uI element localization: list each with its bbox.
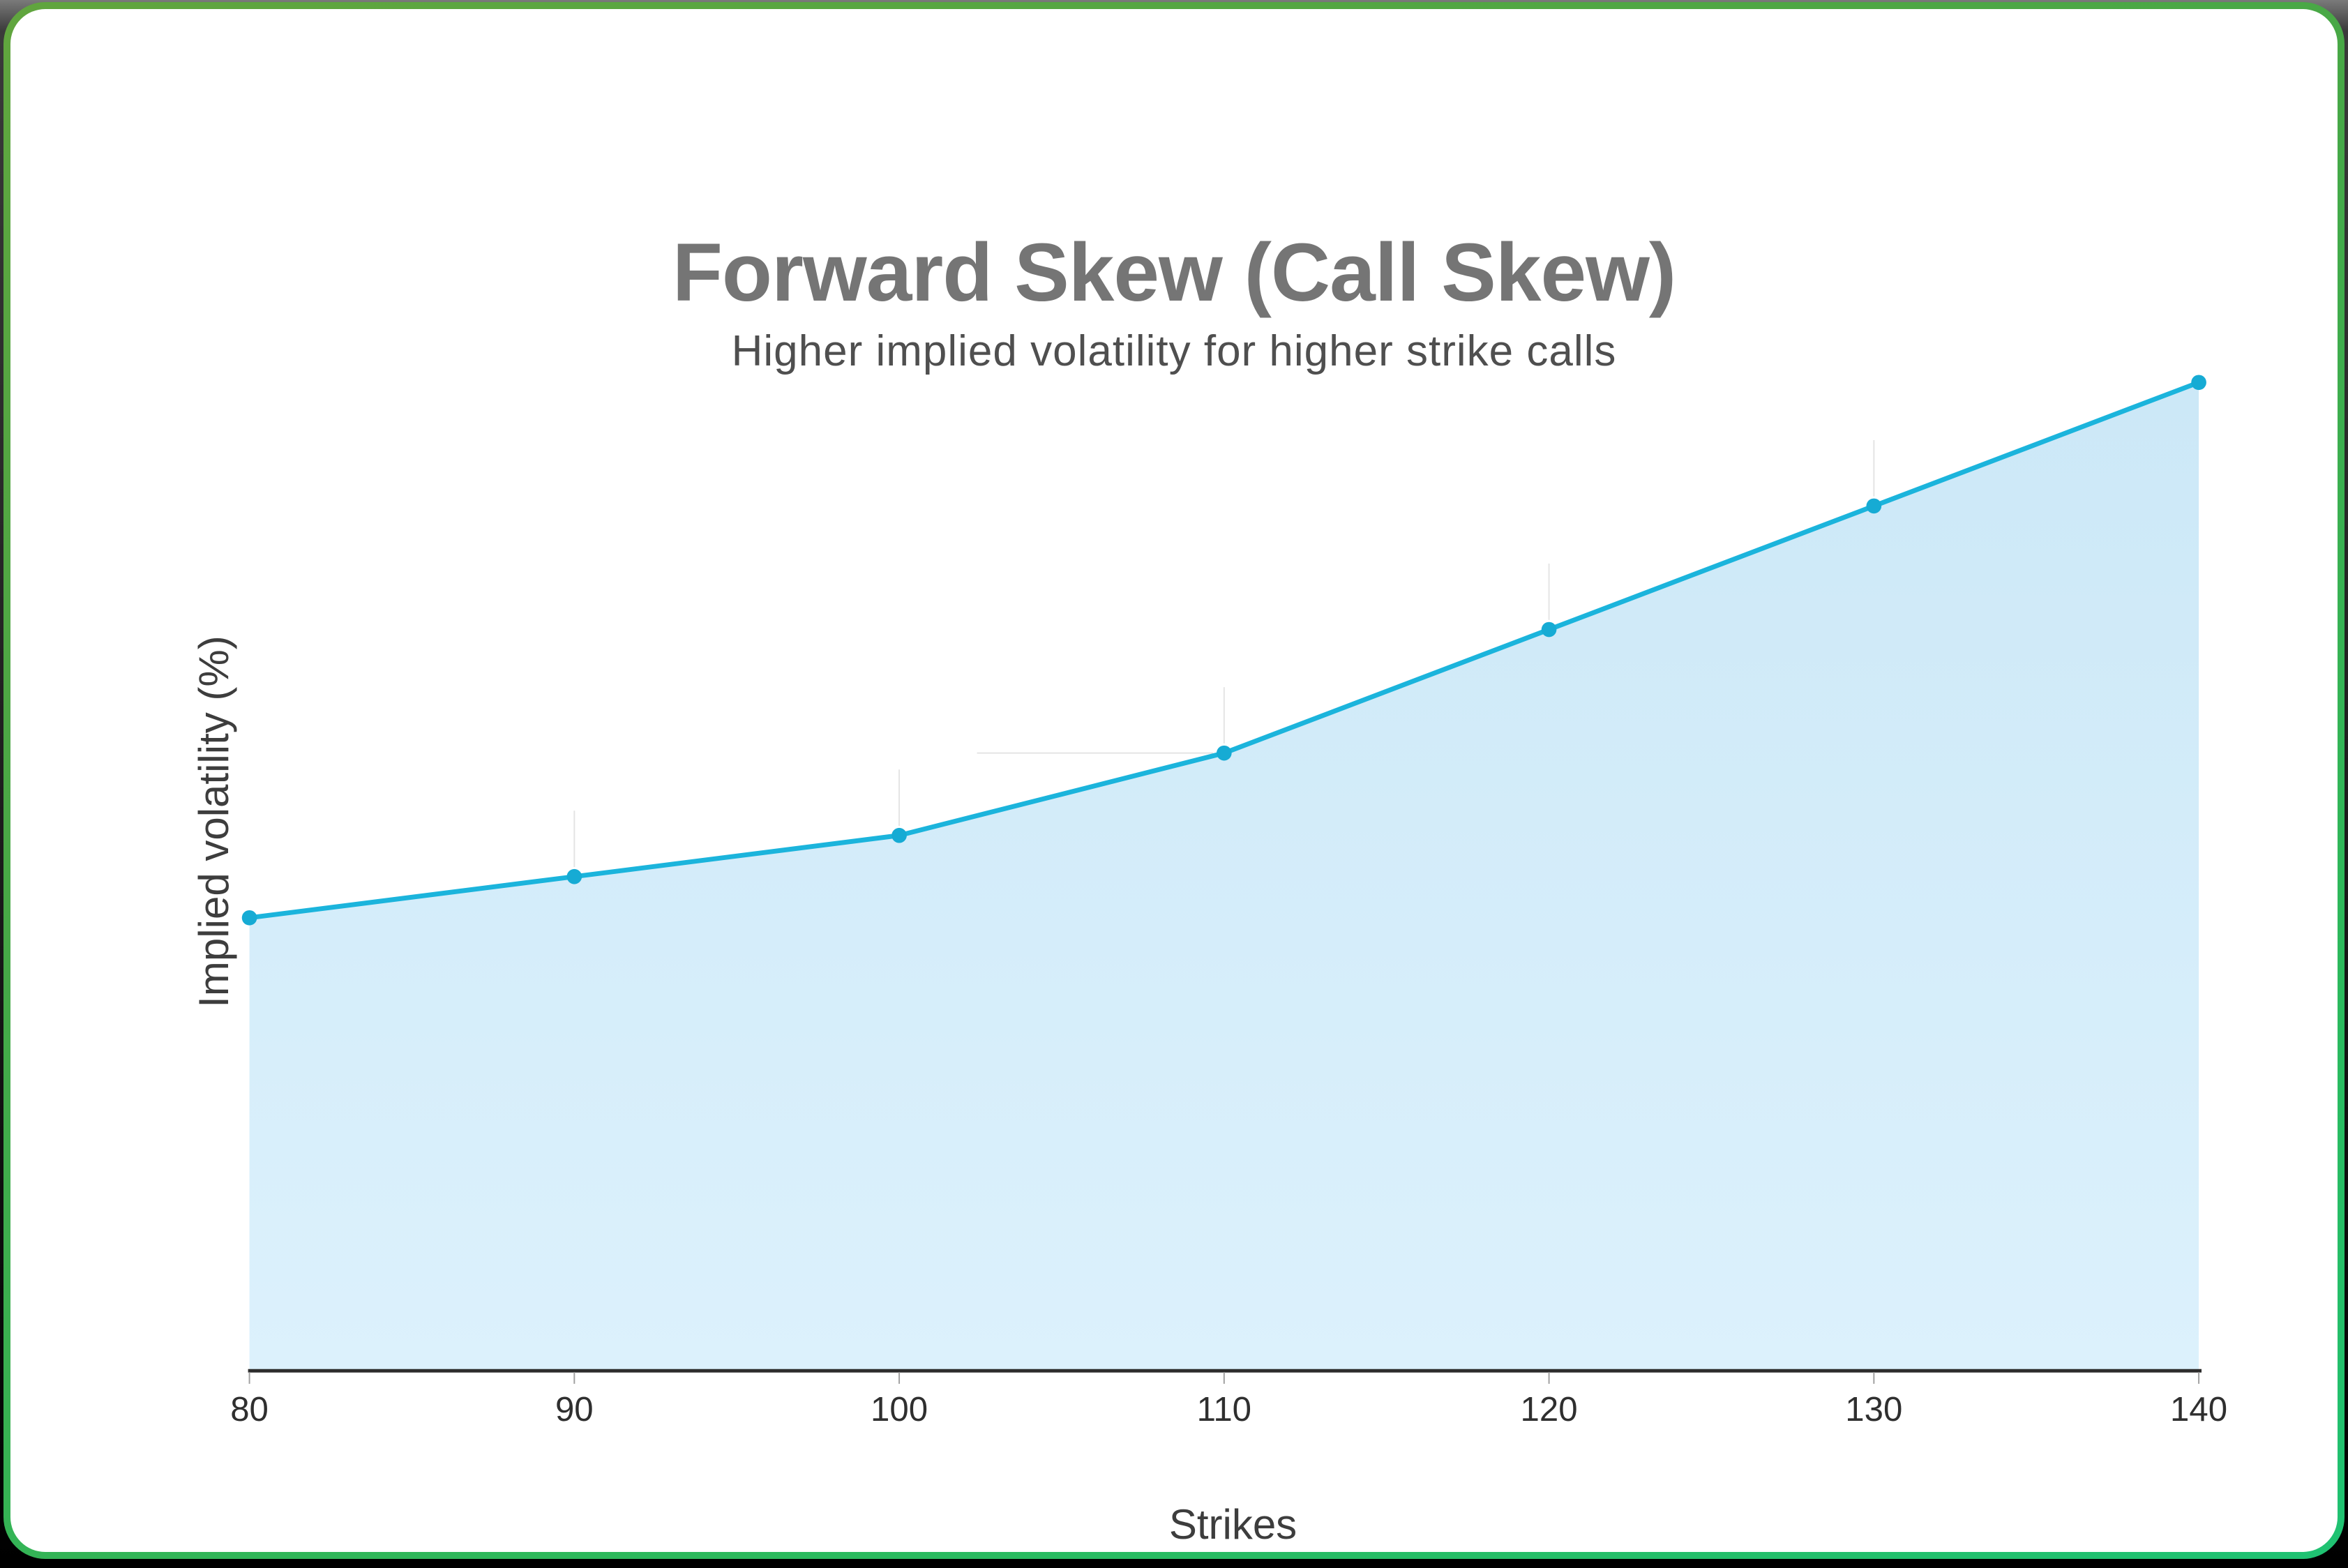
skew-chart: 80 90 100 110 120 130 140 [230,375,2227,1428]
data-point [1217,745,1232,761]
chart-subtitle: Higher implied volatility for higher str… [731,327,1617,375]
x-tick-label: 110 [1197,1390,1251,1428]
x-tick-label: 130 [1845,1390,1902,1428]
data-point [891,827,907,843]
data-point [1541,621,1557,638]
data-point [566,868,582,884]
x-tick-label: 120 [1521,1390,1578,1428]
y-axis-title: Implied volatility (%) [190,635,237,1008]
area-fill [249,382,2199,1371]
data-point [1866,498,1882,514]
chart-card: Forward Skew (Call Skew) Higher implied … [10,9,2338,1552]
x-tick-label: 80 [230,1390,269,1428]
data-point [2191,375,2206,391]
x-tick-label: 90 [555,1390,594,1428]
chart-title: Forward Skew (Call Skew) [672,227,1676,319]
x-tick-label: 140 [2170,1390,2227,1428]
card-border: Forward Skew (Call Skew) Higher implied … [3,2,2345,1559]
data-point [241,910,257,926]
x-axis-title: Strikes [1168,1501,1297,1548]
x-tick-label: 100 [871,1390,928,1428]
